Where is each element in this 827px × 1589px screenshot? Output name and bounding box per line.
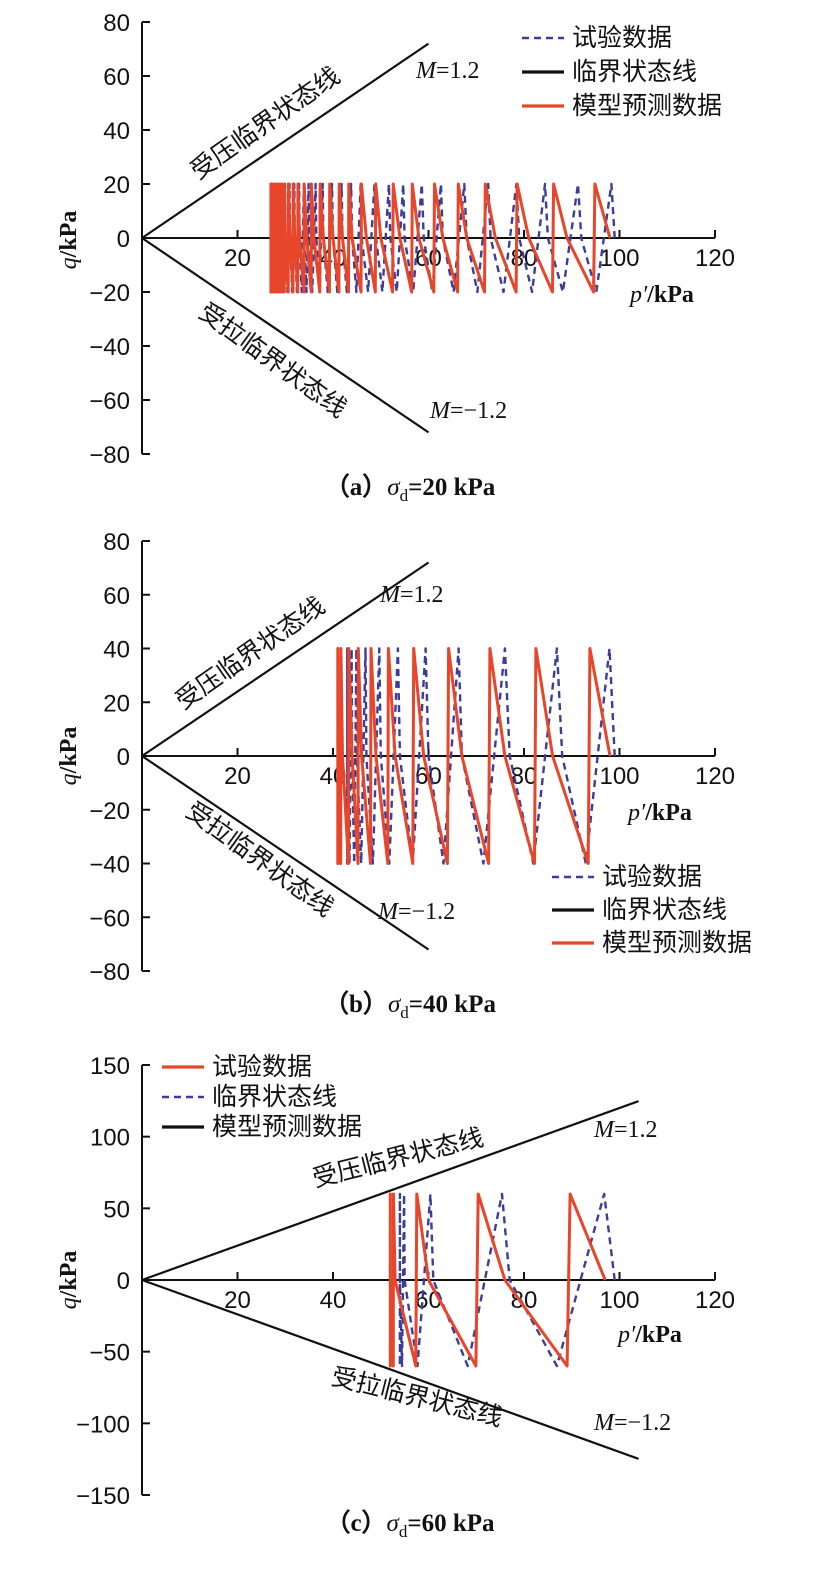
y-tick-label: −40 [89,334,130,361]
y-tick-label: −100 [76,1411,130,1438]
y-tick-label: 50 [103,1196,130,1223]
upper-m-label: M=1.2 [379,582,444,608]
y-tick-label: 80 [103,529,130,556]
lower-m-label: M=−1.2 [429,398,507,424]
y-axis-label: q/kPa [56,211,82,270]
y-tick-label: −40 [89,852,130,879]
y-tick-label: 60 [103,64,130,91]
compression-critical-state-line [141,1100,639,1282]
y-tick-label: −20 [89,280,130,307]
legend-label: 试验数据 [572,23,672,52]
y-tick-label: 40 [103,118,130,145]
legend-label: 试验数据 [212,1052,312,1081]
y-tick-label: −80 [89,959,130,986]
extension-line-label: 受拉临界状态线 [194,297,353,423]
y-tick-label: 20 [103,172,130,199]
y-tick-label: 0 [117,226,130,253]
y-axis-label: q/kPa [56,1251,82,1310]
upper-m-label: M=1.2 [415,58,480,84]
legend-label: 试验数据 [602,862,702,891]
panel-caption: （a）σd=20 kPa [325,472,496,505]
x-tick-label: 120 [695,1287,735,1314]
x-tick-label: 60 [415,1287,442,1314]
x-tick-label: 20 [224,763,251,790]
legend-label: 临界状态线 [212,1082,337,1111]
model-prediction-series [336,647,612,865]
y-tick-label: −60 [89,388,130,415]
x-axis-label: p′/kPa [626,800,692,826]
y-tick-label: −50 [89,1340,130,1367]
panel-caption: （c）σd=60 kPa [325,1508,495,1541]
y-tick-label: 0 [117,744,130,771]
model-prediction-series [269,182,612,294]
upper-m-label: M=1.2 [593,1117,658,1143]
extension-critical-state-line [141,237,430,434]
lower-m-label: M=−1.2 [593,1410,671,1436]
extension-critical-state-line [141,1278,639,1460]
panel-caption: （b）σd=40 kPa [324,989,496,1022]
y-tick-label: 150 [90,1053,130,1080]
x-tick-label: 100 [599,1287,639,1314]
legend-label: 临界状态线 [572,57,697,86]
y-tick-label: 40 [103,637,130,664]
model-prediction-series [388,1192,607,1368]
x-tick-label: 40 [320,1287,347,1314]
lower-m-label: M=−1.2 [377,899,455,925]
legend-label: 模型预测数据 [212,1112,362,1141]
extension-line-label: 受拉临界状态线 [329,1362,506,1432]
y-tick-label: 80 [103,10,130,37]
y-tick-label: −80 [89,442,130,469]
legend-label: 临界状态线 [602,895,727,924]
test-data-series [398,1192,616,1368]
compression-critical-state-line [141,42,430,239]
x-tick-label: 120 [695,763,735,790]
x-tick-label: 100 [599,245,639,272]
y-axis-label: q/kPa [56,727,82,786]
y-tick-label: 100 [90,1125,130,1152]
x-tick-label: 100 [599,763,639,790]
x-axis-label: p′/kPa [616,1322,682,1348]
x-tick-label: 20 [224,245,251,272]
legend-label: 模型预测数据 [572,91,722,120]
extension-critical-state-line [141,755,430,951]
legend-label: 模型预测数据 [602,928,752,957]
compression-line-label: 受压临界状态线 [185,61,345,185]
y-tick-label: 20 [103,690,130,717]
y-tick-label: −60 [89,905,130,932]
extension-line-label: 受拉临界状态线 [181,796,340,922]
y-tick-label: −150 [76,1483,130,1510]
y-tick-label: 0 [117,1268,130,1295]
y-tick-label: 60 [103,583,130,610]
x-tick-label: 120 [695,245,735,272]
x-tick-label: 20 [224,1287,251,1314]
compression-critical-state-line [141,561,430,757]
x-axis-label: p′/kPa [628,282,694,308]
y-tick-label: −20 [89,798,130,825]
compression-line-label: 受压临界状态线 [170,591,330,715]
